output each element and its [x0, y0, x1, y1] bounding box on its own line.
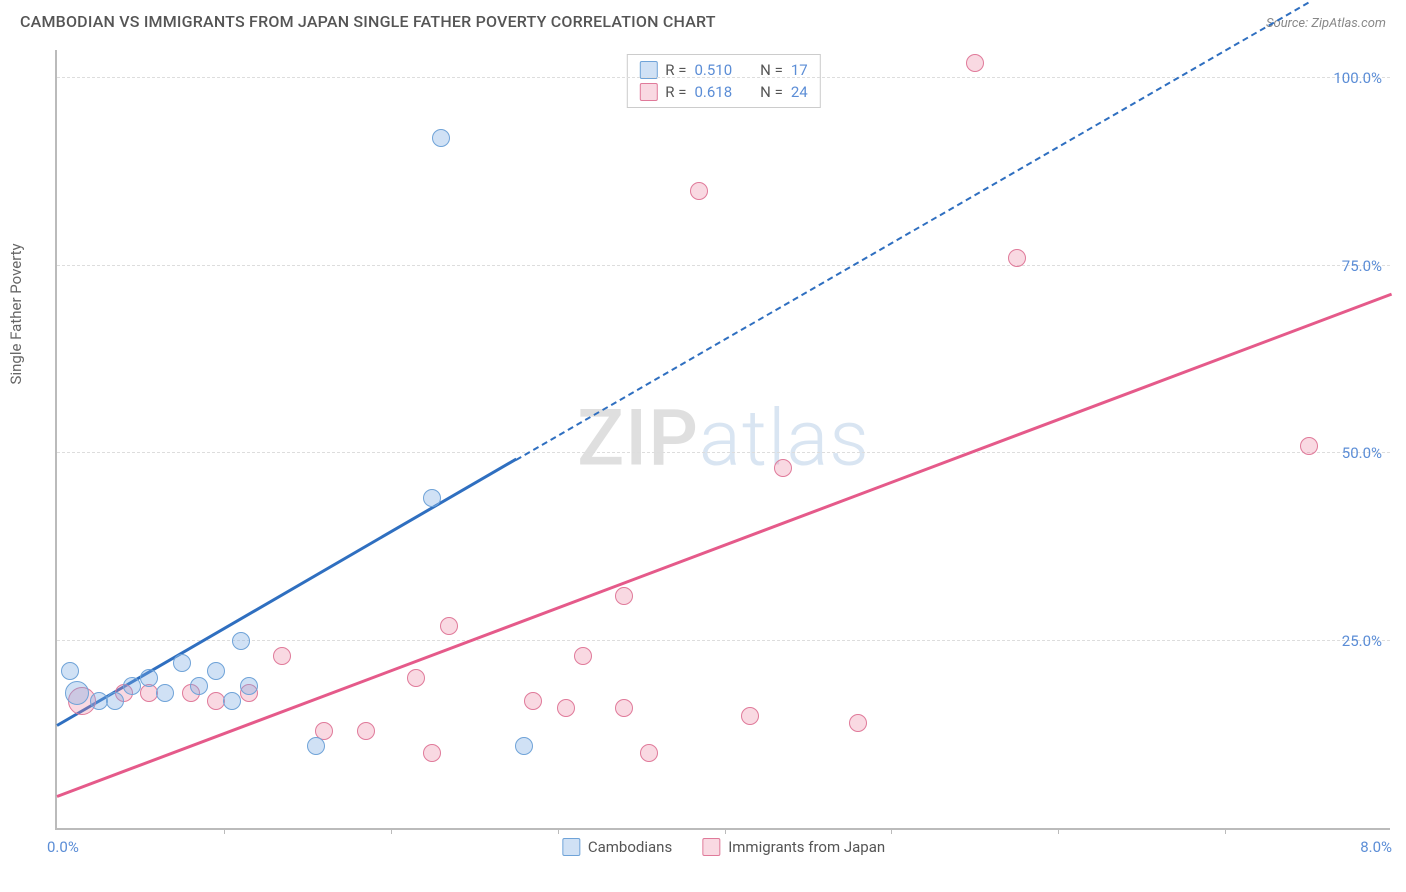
r-value: 0.618	[694, 83, 732, 101]
data-point	[966, 54, 984, 72]
data-point	[190, 677, 208, 695]
chart-title: CAMBODIAN VS IMMIGRANTS FROM JAPAN SINGL…	[20, 12, 716, 31]
data-point	[690, 182, 708, 200]
x-minor-tick	[224, 828, 225, 834]
watermark-part1: ZIP	[577, 394, 699, 485]
data-point	[432, 129, 450, 147]
data-point	[615, 587, 633, 605]
gridline	[57, 265, 1390, 266]
data-point	[65, 681, 89, 705]
data-point	[515, 737, 533, 755]
data-point	[357, 722, 375, 740]
data-point	[440, 617, 458, 635]
data-point	[61, 662, 79, 680]
data-point	[240, 677, 258, 695]
swatch-icon	[639, 83, 657, 101]
source-attribution: Source: ZipAtlas.com	[1266, 16, 1386, 31]
data-point	[524, 692, 542, 710]
data-point	[90, 692, 108, 710]
data-point	[574, 647, 592, 665]
data-point	[207, 692, 225, 710]
y-tick-label: 50.0%	[1342, 444, 1382, 462]
correlation-legend: R = 0.510 N = 17 R = 0.618 N = 24	[626, 54, 820, 108]
legend-item: Immigrants from Japan	[702, 838, 885, 856]
swatch-icon	[702, 838, 720, 856]
swatch-icon	[562, 838, 580, 856]
x-minor-tick	[391, 828, 392, 834]
x-minor-tick	[1225, 828, 1226, 834]
gridline	[57, 640, 1390, 641]
data-point	[207, 662, 225, 680]
data-point	[307, 737, 325, 755]
data-point	[156, 684, 174, 702]
data-point	[1008, 249, 1026, 267]
x-tick-label: 8.0%	[1360, 838, 1392, 856]
y-tick-label: 75.0%	[1342, 257, 1382, 275]
data-point	[423, 744, 441, 762]
data-point	[557, 699, 575, 717]
gridline	[57, 452, 1390, 453]
y-tick-label: 100.0%	[1333, 69, 1382, 87]
data-point	[774, 459, 792, 477]
y-axis-label: Single Father Poverty	[7, 243, 25, 384]
gridline	[57, 77, 1390, 78]
x-minor-tick	[1058, 828, 1059, 834]
data-point	[1300, 437, 1318, 455]
legend-item: Cambodians	[562, 838, 672, 856]
data-point	[423, 489, 441, 507]
data-point	[140, 669, 158, 687]
watermark: ZIPatlas	[577, 394, 870, 485]
series-name: Cambodians	[588, 838, 672, 856]
data-point	[223, 692, 241, 710]
data-point	[173, 654, 191, 672]
x-minor-tick	[725, 828, 726, 834]
data-point	[849, 714, 867, 732]
x-minor-tick	[558, 828, 559, 834]
scatter-chart: ZIPatlas R = 0.510 N = 17 R = 0.618 N = …	[55, 50, 1390, 830]
data-point	[615, 699, 633, 717]
r-label: R =	[665, 83, 686, 101]
y-tick-label: 25.0%	[1342, 632, 1382, 650]
legend-row: R = 0.618 N = 24	[639, 81, 807, 103]
data-point	[123, 677, 141, 695]
data-point	[232, 632, 250, 650]
data-point	[741, 707, 759, 725]
n-value: 24	[791, 83, 808, 101]
data-point	[640, 744, 658, 762]
trend-line	[56, 293, 1392, 798]
x-tick-label: 0.0%	[47, 838, 79, 856]
data-point	[273, 647, 291, 665]
series-name: Immigrants from Japan	[728, 838, 885, 856]
data-point	[407, 669, 425, 687]
series-legend: Cambodians Immigrants from Japan	[562, 838, 885, 856]
data-point	[106, 692, 124, 710]
x-minor-tick	[891, 828, 892, 834]
n-label: N =	[760, 83, 783, 101]
